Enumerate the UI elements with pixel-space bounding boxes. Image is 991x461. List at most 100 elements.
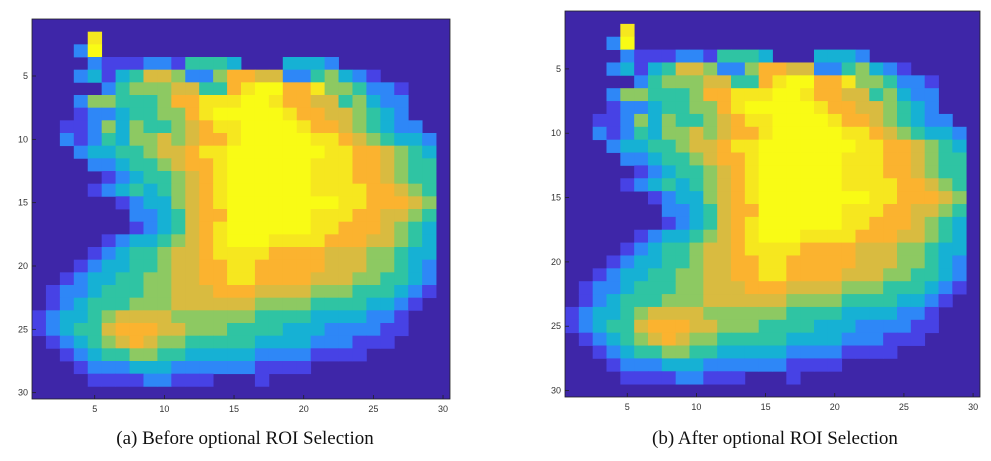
heatmap-cell-r26-c8 — [129, 335, 144, 349]
y-tick-label-30: 30 — [551, 386, 561, 396]
heatmap-cell-r19-c9 — [143, 247, 158, 261]
heatmap-cell-r21-c8 — [129, 272, 144, 286]
heatmap-cell-r5-c17 — [786, 62, 801, 76]
heatmap-cell-r17-c8 — [129, 221, 144, 235]
heatmap-cell-r11-c15 — [758, 139, 773, 153]
heatmap-cell-r18-c15 — [758, 229, 773, 243]
y-tick-label-15: 15 — [551, 193, 561, 203]
heatmap-cell-r4-c8 — [661, 49, 677, 63]
heatmap-cell-r27-c20 — [827, 345, 843, 359]
heatmap-cell-r19-c10 — [157, 247, 172, 261]
heatmap-cell-r29-c7 — [115, 373, 130, 387]
heatmap-cell-r27-c11 — [703, 345, 718, 359]
heatmap-cell-r9-c22 — [855, 113, 870, 128]
heatmap-cell-r7-c25 — [897, 88, 912, 102]
heatmap-cell-r7-c18 — [800, 88, 815, 102]
heatmap-cell-r8-c6 — [634, 101, 649, 115]
heatmap-cell-r22-c3 — [59, 285, 75, 299]
heatmap-cell-r15-c22 — [324, 196, 339, 210]
heatmap-cell-r9-c7 — [115, 120, 130, 134]
heatmap-cell-r14-c28 — [408, 183, 423, 197]
heatmap-cell-r25-c27 — [924, 319, 939, 334]
heatmap-cell-r6-c13 — [731, 75, 746, 89]
heatmap-cell-r4-c12 — [185, 57, 200, 71]
heatmap-cell-r13-c20 — [827, 165, 843, 179]
heatmap-cell-r13-c7 — [115, 171, 130, 185]
heatmap-cell-r21-c19 — [282, 272, 298, 286]
heatmap-cell-r16-c13 — [731, 204, 746, 218]
heatmap-cell-r22-c10 — [157, 285, 172, 299]
heatmap-cell-r10-c10 — [157, 133, 172, 147]
heatmap-cell-r22-c29 — [422, 285, 437, 299]
heatmap-cell-r11-c27 — [394, 145, 409, 159]
heatmap-cell-r4-c9 — [675, 49, 690, 63]
heatmap-cell-r22-c27 — [924, 281, 939, 295]
heatmap-cell-r23-c13 — [199, 297, 214, 311]
heatmap-cell-r9-c8 — [129, 120, 144, 134]
heatmap-cell-r25-c18 — [268, 323, 284, 337]
heatmap-cell-r17-c28 — [408, 221, 423, 235]
heatmap-cell-r25-c14 — [744, 319, 760, 334]
heatmap-cell-r13-c23 — [869, 165, 884, 179]
heatmap-cell-r14-c25 — [897, 178, 912, 192]
heatmap-cell-r21-c14 — [213, 272, 228, 286]
heatmap-cell-r7-c13 — [731, 88, 746, 102]
heatmap-cell-r23-c4 — [73, 297, 89, 311]
heatmap-cell-r6-c21 — [310, 82, 325, 96]
heatmap-cell-r7-c6 — [634, 88, 649, 102]
heatmap-cell-r22-c11 — [171, 285, 186, 299]
heatmap-cell-r26-c21 — [310, 335, 325, 349]
heatmap-cell-r20-c10 — [689, 255, 704, 269]
heatmap-cell-r20-c15 — [227, 259, 242, 273]
heatmap-cell-r26-c23 — [869, 332, 884, 346]
heatmap-cell-r8-c7 — [648, 101, 663, 115]
heatmap-cell-r23-c28 — [938, 294, 953, 308]
heatmap-cell-r25-c11 — [703, 319, 718, 334]
heatmap-cell-r13-c7 — [648, 165, 663, 179]
heatmap-cell-r16-c9 — [675, 204, 690, 218]
heatmap-cell-r24-c3 — [59, 310, 75, 324]
heatmap-cell-r26-c19 — [814, 332, 829, 346]
heatmap-cell-r24-c11 — [171, 310, 186, 324]
heatmap-cell-r22-c2 — [45, 285, 61, 299]
heatmap-cell-r21-c5 — [87, 272, 103, 286]
heatmap-cell-r10-c9 — [675, 126, 690, 141]
x-tick-label-10: 10 — [691, 402, 701, 412]
heatmap-cell-r14-c26 — [910, 178, 926, 192]
heatmap-cell-r11-c23 — [338, 145, 353, 159]
heatmap-cell-r23-c20 — [296, 297, 312, 311]
heatmap-cell-r17-c24 — [352, 221, 367, 235]
heatmap-cell-r24-c23 — [869, 306, 884, 321]
heatmap-cell-r11-c19 — [814, 139, 829, 153]
heatmap-cell-r17-c12 — [185, 221, 200, 235]
y-tick-label-15: 15 — [18, 198, 28, 208]
heatmap-cell-r19-c7 — [115, 247, 130, 261]
heatmap-cell-r12-c27 — [924, 152, 939, 166]
heatmap-cell-r20-c27 — [394, 259, 409, 273]
heatmap-cell-r26-c13 — [199, 335, 214, 349]
heatmap-cell-r27-c7 — [648, 345, 663, 359]
heatmap-cell-r14-c10 — [689, 178, 704, 192]
heatmap-cell-r16-c22 — [324, 209, 339, 223]
heatmap-cell-r9-c12 — [185, 120, 200, 134]
heatmap-cell-r14-c27 — [924, 178, 939, 192]
heatmap-cell-r25-c2 — [45, 323, 61, 337]
heatmap-cell-r21-c13 — [731, 268, 746, 282]
heatmap-cell-r17-c15 — [758, 216, 773, 231]
heatmap-cell-r16-c10 — [689, 204, 704, 218]
caption-a: (a) Before optional ROI Selection — [116, 428, 374, 449]
heatmap-cell-r20-c4 — [73, 259, 89, 273]
heatmap-cell-r28-c8 — [661, 358, 677, 372]
heatmap-cell-r21-c28 — [938, 268, 953, 282]
heatmap-cell-r14-c8 — [129, 183, 144, 197]
heatmap-cell-r8-c10 — [157, 107, 172, 121]
heatmap-cell-r12-c17 — [254, 158, 270, 172]
heatmap-cell-r24-c9 — [143, 310, 158, 324]
heatmap-cell-r19-c26 — [910, 242, 926, 256]
heatmap-cell-r14-c5 — [87, 183, 103, 197]
heatmap-cell-r8-c21 — [841, 101, 856, 115]
heatmap-cell-r9-c17 — [254, 120, 270, 134]
heatmap-cell-r29-c5 — [87, 373, 103, 387]
heatmap-cell-r10-c22 — [324, 133, 339, 147]
heatmap-cell-r26-c24 — [883, 332, 898, 346]
